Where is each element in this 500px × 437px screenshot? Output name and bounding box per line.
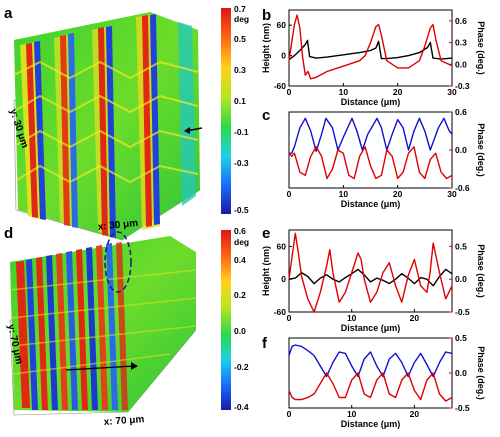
map-d-highlight xyxy=(104,231,132,293)
x-tick-label: 30 xyxy=(447,189,457,199)
y2-axis-label: Phase (deg.) xyxy=(476,346,486,400)
x-tick-label: 0 xyxy=(287,313,292,323)
map-d-colorbar xyxy=(221,230,231,410)
series-line-c-1 xyxy=(288,146,453,180)
y2-axis-label: Phase (deg.) xyxy=(476,123,486,177)
x-axis-label: Distance (μm) xyxy=(341,199,401,209)
map-d-line-scan-arrowhead xyxy=(131,362,138,370)
panel-label-d: d xyxy=(4,225,13,242)
cbar-d-tick: 0.4 xyxy=(234,255,246,265)
cbar-a-tick: -0.3 xyxy=(234,158,249,168)
x-axis-label: Distance (μm) xyxy=(341,323,401,333)
y2-tick-label: 0.5 xyxy=(455,241,467,251)
y2-tick-label: 0.0 xyxy=(455,274,467,284)
y2-tick-label: -0.5 xyxy=(455,307,470,317)
map-d-line-scan xyxy=(65,365,135,371)
series-line-b-1 xyxy=(288,14,453,80)
cbar-a-tick: 0.5 xyxy=(234,34,246,44)
series-line-e-0 xyxy=(288,268,453,287)
plot-frame-e xyxy=(288,229,453,313)
series-line-f-1 xyxy=(288,372,453,402)
y-tick-label: 0 xyxy=(281,274,286,284)
y-tick-label: 60 xyxy=(277,20,287,30)
y-axis-label: Height (nm) xyxy=(261,246,271,296)
x-tick-label: 0 xyxy=(287,409,292,419)
panel-label-c: c xyxy=(262,107,270,124)
panel-label-e: e xyxy=(262,225,270,242)
panel-label-b: b xyxy=(262,7,271,24)
map-a-colorbar-ticks: 0.7 deg 0.5 0.3 0.1 -0.1 -0.3 -0.5 xyxy=(234,4,249,215)
map-a-x-extent: x: 30 μm xyxy=(97,218,139,233)
y2-tick-label: -0.5 xyxy=(455,403,470,413)
x-tick-label: 10 xyxy=(347,313,357,323)
y2-tick-label: 0.0 xyxy=(455,145,467,155)
series-line-c-0 xyxy=(289,117,453,154)
cbar-d-unit: deg xyxy=(234,237,249,247)
cbar-a-tick: 0.3 xyxy=(234,65,246,75)
y2-tick-label: -0.3 xyxy=(455,81,470,91)
x-tick-label: 10 xyxy=(339,87,349,97)
cbar-a-unit: deg xyxy=(234,14,249,24)
cbar-d-tick: 0.2 xyxy=(234,290,246,300)
map-d-surface xyxy=(9,236,197,412)
cbar-d-tick: 0.0 xyxy=(234,326,246,336)
cbar-a-tick: 0.7 xyxy=(234,4,246,14)
y2-tick-label: 0.6 xyxy=(455,107,467,117)
panel-a: a y: 30 μm x: xyxy=(4,4,249,241)
map-d-x-extent: x: 70 μm xyxy=(103,414,144,428)
y2-tick-label: 0.5 xyxy=(455,333,467,343)
y-axis-label: Height (nm) xyxy=(261,23,271,73)
map-d-colorbar-ticks: 0.6 deg 0.4 0.2 0.0 -0.2 -0.4 xyxy=(234,226,249,412)
y-tick-label: 60 xyxy=(277,241,287,251)
cbar-a-tick: -0.5 xyxy=(234,205,249,215)
y-tick-label: -60 xyxy=(274,307,287,317)
y-tick-label: -60 xyxy=(274,81,287,91)
x-tick-label: 10 xyxy=(339,189,349,199)
map-a-arrowhead xyxy=(184,127,190,134)
y2-axis-label: Phase (deg.) xyxy=(476,21,486,75)
y2-axis-label: Phase (deg.) xyxy=(476,244,486,298)
map-a-surface xyxy=(13,12,200,240)
cbar-d-tick: 0.6 xyxy=(234,226,246,236)
y2-tick-label: -0.6 xyxy=(455,183,470,193)
x-tick-label: 20 xyxy=(393,87,403,97)
cbar-a-tick: 0.1 xyxy=(234,96,246,106)
y2-tick-label: 0.3 xyxy=(455,38,467,48)
y2-tick-label: 0.6 xyxy=(455,16,467,26)
x-tick-label: 10 xyxy=(347,409,357,419)
series-line-b-0 xyxy=(288,39,453,61)
x-tick-label: 20 xyxy=(410,313,420,323)
x-tick-label: 20 xyxy=(410,409,420,419)
x-axis-label: Distance (μm) xyxy=(341,97,401,107)
cbar-d-tick: -0.4 xyxy=(234,402,249,412)
x-tick-label: 20 xyxy=(393,189,403,199)
chart-f: 0 10 20 -0.5 0.0 0.5 Phase (deg.) Distance (μm) xyxy=(287,333,486,429)
plot-frame-b xyxy=(288,9,453,87)
panel-label-a: a xyxy=(4,5,13,22)
x-tick-label: 30 xyxy=(447,87,457,97)
x-axis-label: Distance (μm) xyxy=(341,419,401,429)
map-a-colorbar xyxy=(221,8,231,214)
chart-c: 0 10 20 30-0.6 0.0 0.6 Phase (deg.) Distance (μ… xyxy=(287,107,486,209)
series-line-e-1 xyxy=(288,232,453,313)
y-tick-label: 0 xyxy=(281,51,286,61)
x-tick-label: 0 xyxy=(287,189,292,199)
panel-d: d y: 70 μm x: 70 μm xyxy=(4,225,249,428)
plot-frame-c xyxy=(288,111,453,189)
x-tick-label: 0 xyxy=(287,87,292,97)
cbar-a-tick: -0.1 xyxy=(234,127,249,137)
cbar-d-tick: -0.2 xyxy=(234,362,249,372)
y2-tick-label: 0.0 xyxy=(455,59,467,69)
series-line-f-0 xyxy=(288,344,453,378)
panel-label-f: f xyxy=(262,335,268,352)
y2-tick-label: 0.0 xyxy=(455,368,467,378)
